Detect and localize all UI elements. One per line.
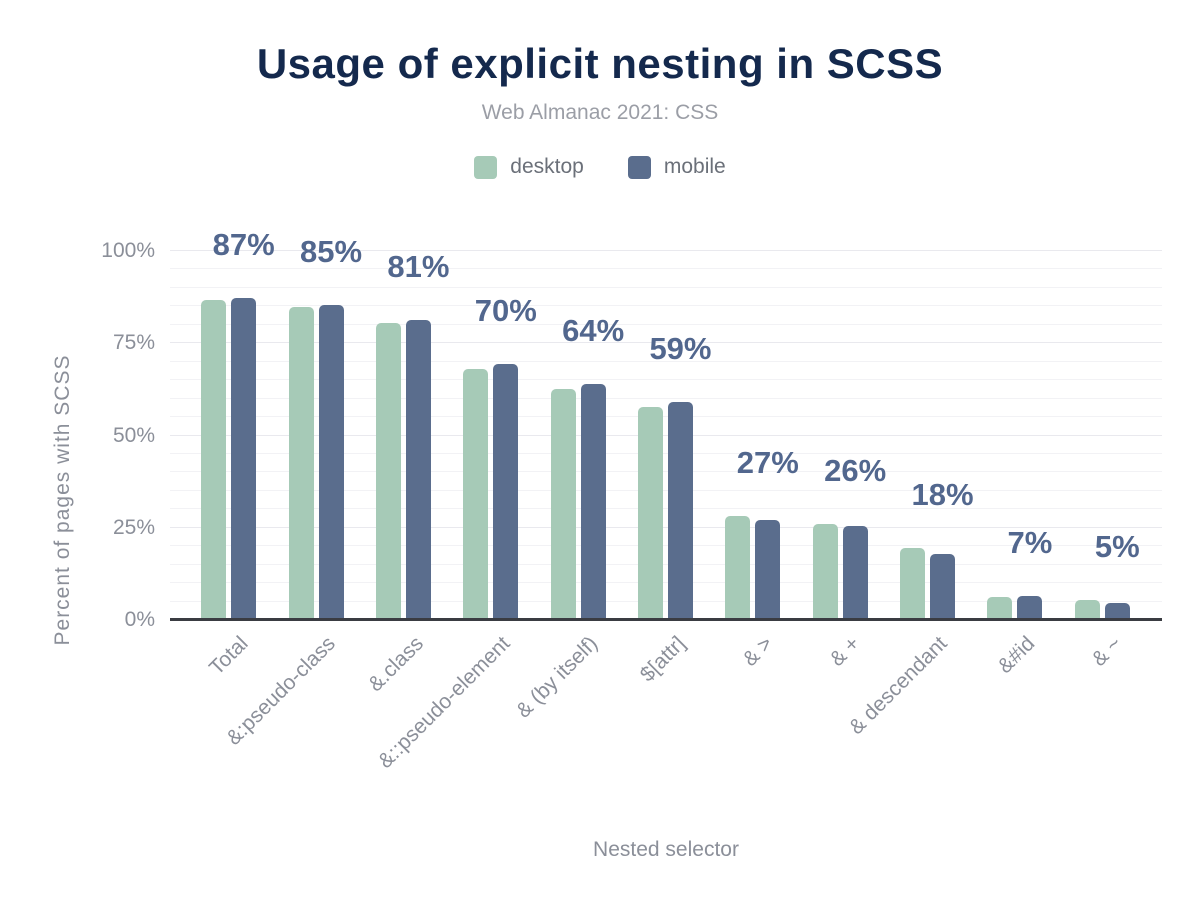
x-axis-title: Nested selector bbox=[593, 838, 739, 861]
gridline bbox=[170, 305, 1162, 307]
gridline bbox=[170, 508, 1162, 510]
gridline bbox=[170, 323, 1162, 325]
gridline bbox=[170, 582, 1162, 584]
bar-value-label: 59% bbox=[649, 331, 712, 367]
bar-mobile-3 bbox=[493, 363, 519, 620]
x-tick-label: $[attr] bbox=[635, 632, 690, 687]
legend: desktop mobile bbox=[0, 155, 1200, 179]
bar-group: 85% &:pseudo-class bbox=[223, 234, 363, 750]
y-tick-label: 75% bbox=[112, 331, 155, 355]
x-tick-label: & + bbox=[825, 632, 865, 671]
x-tick-label: &#id bbox=[993, 632, 1040, 678]
bar-value-label: 7% bbox=[1007, 524, 1053, 560]
bar-desktop-1 bbox=[288, 307, 314, 620]
gridline bbox=[170, 434, 1162, 436]
mobile-series-swatch-icon bbox=[627, 155, 651, 179]
bar-value-label: 85% bbox=[300, 234, 363, 270]
bar-mobile-1 bbox=[318, 305, 344, 620]
bar-desktop-4 bbox=[550, 389, 576, 620]
bar-group: 59% $[attr] bbox=[622, 251, 712, 686]
bar-value-label: 5% bbox=[1094, 529, 1140, 565]
bar-desktop-2 bbox=[375, 322, 401, 620]
bar-value-label: 64% bbox=[562, 313, 625, 349]
bar-group: 64% & (by itself) bbox=[512, 251, 625, 722]
bar-mobile-9 bbox=[1017, 595, 1043, 620]
plot-area: 0% 25% 50% 75% 100% 87% Total 85% &:pseudo-class… bbox=[101, 227, 1162, 773]
y-tick-label: 50% bbox=[112, 423, 155, 447]
bar-group: 81% &.class bbox=[360, 249, 450, 696]
bar-value-label: 70% bbox=[474, 292, 537, 328]
bar-desktop-7 bbox=[812, 524, 838, 620]
bar-mobile-8 bbox=[930, 554, 956, 620]
y-tick-label: 25% bbox=[112, 515, 155, 539]
bar-value-label: 27% bbox=[736, 444, 799, 480]
bar-group: 70% &::pseudo-element bbox=[374, 251, 537, 773]
bar-value-label: 26% bbox=[824, 453, 887, 489]
chart-title: Usage of explicit nesting in SCSS bbox=[256, 40, 944, 87]
gridline bbox=[170, 286, 1162, 288]
x-tick-label: & ~ bbox=[1087, 632, 1127, 671]
bar-mobile-10 bbox=[1104, 602, 1130, 620]
y-tick-label: 100% bbox=[101, 239, 155, 262]
bar-mobile-7 bbox=[842, 525, 868, 620]
bar-mobile-4 bbox=[580, 384, 606, 620]
bar-mobile-2 bbox=[405, 320, 431, 620]
bar-group: 27% & > bbox=[709, 251, 799, 671]
bar-desktop-3 bbox=[463, 369, 489, 620]
gridline bbox=[170, 250, 1162, 251]
x-axis-line bbox=[170, 618, 1162, 621]
bar-desktop-5 bbox=[637, 407, 663, 620]
gridline bbox=[170, 545, 1162, 547]
gridline bbox=[170, 360, 1162, 362]
bar-desktop-8 bbox=[900, 548, 926, 620]
bar-group: 7% &#id bbox=[971, 251, 1058, 678]
bar-group: 5% & ~ bbox=[1059, 251, 1146, 671]
gridline bbox=[170, 268, 1162, 270]
x-tick-label: & > bbox=[738, 632, 778, 671]
bar-group: 18% & descendant bbox=[845, 251, 974, 739]
bar-value-label: 18% bbox=[911, 477, 974, 513]
bar-group: 87% Total bbox=[185, 227, 275, 680]
bar-mobile-0 bbox=[231, 297, 257, 620]
legend-item-mobile[interactable]: mobile bbox=[627, 155, 726, 179]
chart-subtitle: Web Almanac 2021: CSS bbox=[481, 101, 719, 124]
bar-value-label: 81% bbox=[387, 249, 450, 285]
x-tick-label: Total bbox=[205, 632, 253, 680]
gridline bbox=[170, 471, 1162, 473]
x-tick-label: & (by itself) bbox=[511, 632, 603, 723]
bar-desktop-6 bbox=[725, 515, 751, 620]
bar-mobile-5 bbox=[667, 402, 693, 620]
gridline bbox=[170, 526, 1162, 528]
gridline bbox=[170, 600, 1162, 602]
gridline bbox=[170, 563, 1162, 565]
desktop-series-swatch-icon bbox=[474, 155, 498, 179]
gridline bbox=[170, 489, 1162, 491]
bar-desktop-0 bbox=[201, 300, 227, 620]
legend-label-mobile: mobile bbox=[663, 155, 726, 178]
legend-label-desktop: desktop bbox=[510, 155, 584, 178]
x-tick-label: &.class bbox=[363, 632, 428, 697]
y-tick-label: 0% bbox=[124, 608, 155, 631]
bars-area: 87% Total 85% &:pseudo-class 81% &.class 70% &:… bbox=[185, 227, 1146, 773]
bar-desktop-9 bbox=[987, 596, 1013, 620]
bar-value-label: 87% bbox=[212, 226, 275, 262]
gridline bbox=[170, 416, 1162, 418]
bar-desktop-10 bbox=[1074, 600, 1100, 620]
gridline bbox=[170, 342, 1162, 344]
bar-group: 26% & + bbox=[797, 251, 887, 671]
gridline bbox=[170, 452, 1162, 454]
legend-item-desktop[interactable]: desktop bbox=[474, 155, 584, 179]
gridline bbox=[170, 397, 1162, 399]
bar-mobile-6 bbox=[755, 519, 781, 620]
gridline bbox=[170, 379, 1162, 381]
